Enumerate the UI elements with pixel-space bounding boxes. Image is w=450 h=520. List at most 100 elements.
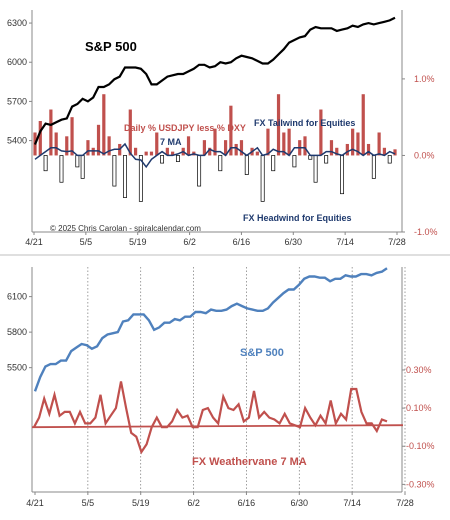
top-chart: 5400 5700 6000 6300 -1.0% 0.0% 1.0% 4/21 5/5 5/19… <box>7 10 438 247</box>
daily-bar-positive <box>70 117 74 156</box>
bottom-right-tick-label: 0.30% <box>406 365 432 375</box>
daily-bar-negative <box>260 155 265 202</box>
ma-annotation: 7 MA <box>160 137 182 147</box>
bottom-x-tick-label: 5/5 <box>82 498 95 508</box>
daily-bar-negative <box>138 155 143 202</box>
sp500-line <box>33 16 396 145</box>
top-left-tick-label: 5700 <box>7 96 27 106</box>
sp500-annotation-bottom: S&P 500 <box>240 347 284 359</box>
daily-bar-positive <box>96 124 101 156</box>
copyright-text: © 2025 Chris Carolan - spiralcalendar.co… <box>50 224 201 233</box>
daily-bar-negative <box>75 155 80 168</box>
bottom-x-tick-label: 5/19 <box>132 498 150 508</box>
daily-bar-negative <box>244 155 249 175</box>
daily-bar-positive <box>366 143 371 156</box>
daily-bar-positive <box>319 109 323 156</box>
daily-bar-negative <box>197 155 202 187</box>
bottom-x-tick-label: 6/16 <box>238 498 256 508</box>
top-x-tick-label: 6/16 <box>233 237 251 247</box>
ma-line <box>34 142 396 169</box>
daily-bar-negative <box>271 155 276 172</box>
daily-bar-positive <box>213 128 217 156</box>
top-right-tick-label: 1.0% <box>414 74 435 84</box>
daily-bar-positive <box>65 136 69 156</box>
top-x-tick-label: 5/19 <box>129 237 147 247</box>
top-x-tick-label: 6/30 <box>285 237 303 247</box>
bottom-x-tick-label: 6/2 <box>187 498 200 508</box>
bottom-x-tick-label: 4/21 <box>26 498 44 508</box>
daily-bar-positive <box>144 151 148 156</box>
daily-bar-positive <box>171 151 175 156</box>
daily-bar-positive <box>329 140 334 156</box>
daily-bar-negative <box>80 155 85 179</box>
daily-bar-positive <box>335 147 339 156</box>
bottom-left-tick-label: 5800 <box>7 327 27 337</box>
top-x-tick-label: 7/28 <box>388 237 406 247</box>
bottom-chart: 4/21 5/5 5/19 6/2 6/16 6/30 7/14 7/28 5500 5800 61… <box>7 267 435 508</box>
weathervane-zero-line <box>31 424 404 429</box>
daily-bar-negative <box>313 155 318 183</box>
bottom-right-tick-label: -0.10% <box>406 441 435 451</box>
top-right-tick-label: -1.0% <box>414 227 438 237</box>
daily-bar-positive <box>86 140 90 156</box>
sp500-line-bottom <box>33 267 388 392</box>
top-x-tick-label: 5/5 <box>80 237 93 247</box>
daily-bar-positive <box>351 128 355 156</box>
daily-bar-positive <box>223 140 228 156</box>
daily-bar-positive <box>345 143 349 156</box>
daily-bar-negative <box>387 155 392 164</box>
top-x-tick-label: 6/2 <box>183 237 196 247</box>
headwind-annotation: FX Headwind for Equities <box>243 213 352 223</box>
daily-bar-positive <box>282 132 286 156</box>
top-left-tick-label: 6300 <box>7 18 27 28</box>
weathervane-annotation: FX Weathervane 7 MA <box>192 456 307 468</box>
daily-bar-negative <box>175 155 180 162</box>
daily-bar-negative <box>292 155 297 168</box>
daily-bar-positive <box>234 143 238 156</box>
daily-bar-positive <box>49 109 53 156</box>
bottom-left-tick-label: 5500 <box>7 363 27 373</box>
bottom-left-tick-label: 6100 <box>7 292 27 302</box>
daily-bar-negative <box>123 155 127 198</box>
daily-bar-positive <box>229 105 233 156</box>
daily-bar-positive <box>361 94 365 156</box>
daily-bar-positive <box>165 147 169 156</box>
daily-annotation: Daily % USDJPY less % DXY <box>124 123 246 133</box>
daily-bar-negative <box>324 155 329 164</box>
sp500-annotation: S&P 500 <box>85 39 137 54</box>
daily-bar-positive <box>377 132 381 156</box>
daily-bar-positive <box>303 136 307 156</box>
bottom-x-tick-label: 7/14 <box>343 498 361 508</box>
tailwind-annotation: FX Tailwind for Equities <box>254 118 355 128</box>
daily-bar-positive <box>155 132 159 156</box>
daily-bar-negative <box>160 155 165 164</box>
daily-bar-positive <box>54 132 58 156</box>
weathervane-line <box>33 381 388 455</box>
bottom-right-tick-label: -0.30% <box>406 479 435 489</box>
daily-bar-positive <box>186 136 191 156</box>
daily-bar-negative <box>371 155 376 179</box>
daily-bar-positive <box>107 136 111 156</box>
daily-bar-positive <box>149 151 154 156</box>
daily-bar-positive <box>356 132 360 156</box>
daily-bar-positive <box>102 94 106 156</box>
daily-bar-negative <box>218 155 223 172</box>
bottom-x-tick-label: 7/28 <box>396 498 414 508</box>
daily-bar-positive <box>208 147 212 156</box>
daily-bar-positive <box>287 128 291 156</box>
top-bars <box>33 94 397 202</box>
daily-bar-negative <box>59 155 64 183</box>
daily-bar-positive <box>276 94 281 156</box>
daily-bar-negative <box>112 155 117 187</box>
daily-bar-positive <box>202 140 207 156</box>
top-left-tick-label: 5400 <box>7 136 27 146</box>
top-x-tick-label: 7/14 <box>336 237 354 247</box>
daily-bar-positive <box>133 147 138 156</box>
daily-bar-positive <box>38 121 42 156</box>
daily-bar-negative <box>340 155 345 195</box>
daily-bar-positive <box>382 147 387 156</box>
bottom-right-tick-label: 0.10% <box>406 403 432 413</box>
daily-bar-negative <box>43 155 48 172</box>
top-right-tick-label: 0.0% <box>414 150 435 160</box>
